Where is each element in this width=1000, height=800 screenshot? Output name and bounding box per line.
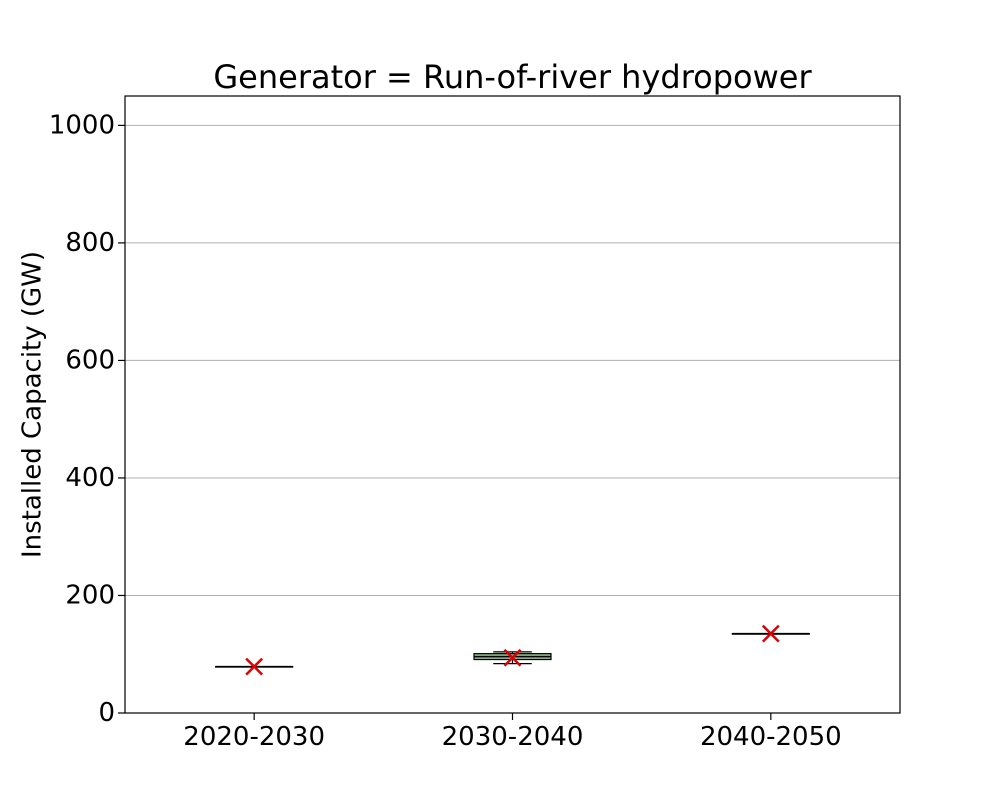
mean-marker (245, 657, 264, 676)
chart-title: Generator = Run-of-river hydropower (213, 58, 812, 96)
y-tick-label: 600 (65, 345, 115, 375)
plot-frame (124, 95, 901, 714)
y-tick-label: 0 (98, 698, 115, 728)
grid-lines (125, 124, 900, 714)
x-axis-ticks: 2020-2030 2030-2040 2040-2050 (183, 713, 842, 752)
y-tick-label: 200 (65, 580, 115, 610)
x-tick-label: 2030-2040 (442, 722, 584, 752)
x-tick-label: 2040-2050 (700, 722, 842, 752)
mean-marker-stroke (503, 648, 522, 667)
mean-marker (503, 648, 522, 667)
box-plots (215, 624, 810, 676)
mean-marker (761, 624, 780, 643)
mean-marker-stroke (761, 624, 780, 643)
y-tick-label: 1000 (49, 110, 115, 140)
x-tick-label: 2020-2030 (183, 722, 325, 752)
box-2030-2040 (473, 648, 552, 667)
y-tick-label: 400 (65, 463, 115, 493)
y-axis-ticks: 0 200 400 600 800 1000 (49, 110, 125, 728)
mean-marker-stroke (245, 657, 264, 676)
y-axis-label: Installed Capacity (GW) (18, 251, 48, 558)
y-tick-label: 800 (65, 228, 115, 258)
box-2040-2050 (731, 624, 810, 643)
box-2020-2030 (215, 657, 294, 676)
